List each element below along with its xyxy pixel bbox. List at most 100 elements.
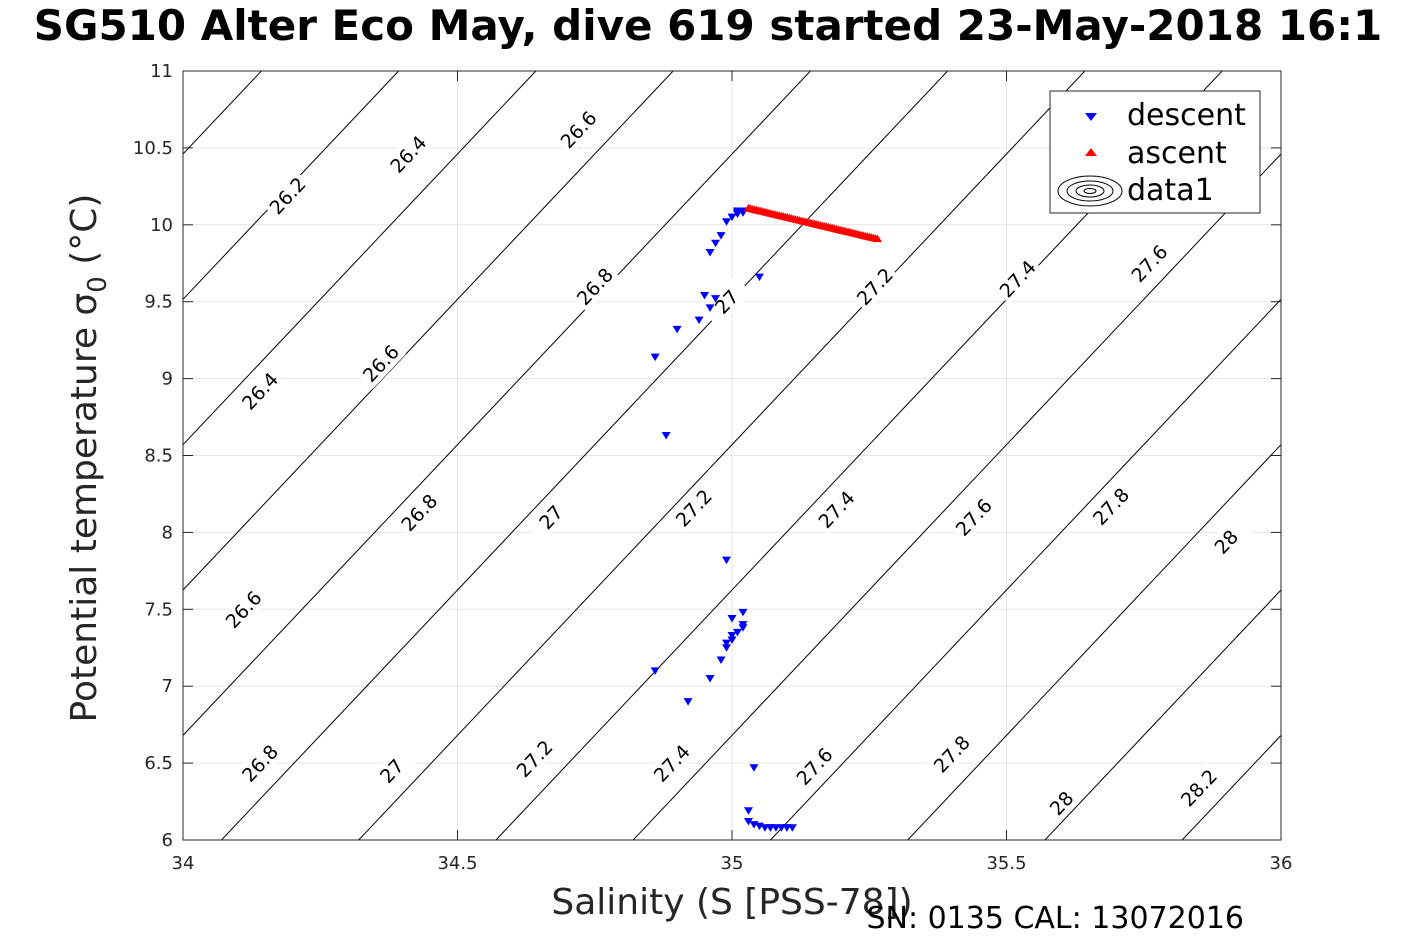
y-tick-label: 6	[162, 830, 173, 851]
contour-label-bg	[849, 260, 900, 313]
contour-label-bg	[1173, 762, 1224, 814]
contour-label-bg	[382, 128, 434, 180]
contour-label-bg	[366, 745, 417, 797]
legend-data1-label: data1	[1127, 173, 1214, 208]
descent-point	[683, 698, 693, 706]
descent-point	[722, 644, 732, 652]
chart-title: SG510 Alter Eco May, dive 619 started 23…	[34, 1, 1383, 50]
y-tick-label: 7.5	[144, 599, 173, 620]
y-tick-label: 8.5	[144, 446, 173, 467]
x-tick-label: 35.5	[986, 853, 1026, 874]
contour-label-bg	[926, 728, 977, 780]
descent-point	[743, 807, 753, 815]
descent-point	[661, 432, 671, 440]
descent-point	[727, 615, 737, 623]
descent-point	[650, 667, 660, 675]
legend-ascent-label: ascent	[1127, 136, 1227, 171]
y-tick-label: 10.5	[133, 138, 173, 159]
data-points	[650, 203, 882, 832]
contour-label-bg	[1124, 237, 1175, 289]
descent-point	[694, 316, 704, 325]
descent-point	[787, 824, 797, 832]
contour-label-bg	[569, 260, 620, 313]
ascent-point	[872, 234, 882, 243]
descent-point	[727, 631, 737, 640]
x-tick-label: 34.5	[437, 853, 477, 874]
x-tick-label: 35	[721, 853, 744, 874]
y-tick-label: 8	[162, 522, 173, 543]
contour-label-bg	[992, 252, 1043, 305]
contour-label-bg	[509, 732, 560, 785]
y-axis-ticks: 6 6.5 7 7.5 8 8.5 9 9.5 10 10.5 11	[133, 61, 1281, 851]
contour-label-bg	[393, 486, 445, 539]
contour-label-bg	[789, 740, 840, 792]
contour-line-27.8	[906, 443, 1281, 840]
contour-line-26.6	[183, 71, 812, 737]
descent-point	[738, 608, 748, 617]
legend: descent ascent data1	[1049, 90, 1261, 214]
x-tick-label: 36	[1270, 853, 1293, 874]
contour-label-bg	[355, 337, 406, 389]
contour-line-26.4	[183, 71, 674, 591]
contour-label-bg	[218, 583, 269, 635]
contour-label-bg	[811, 483, 862, 536]
descent-point	[700, 292, 710, 300]
contour-line-28.2	[1181, 734, 1281, 840]
descent-point	[716, 232, 726, 240]
descent-point	[650, 353, 660, 362]
contour-label-bg	[553, 103, 604, 156]
descent-point	[738, 621, 748, 629]
contour-line-27.4	[632, 153, 1281, 840]
descent-point	[705, 304, 715, 312]
x-axis-label: Salinity (S [PSS-78])	[551, 882, 912, 923]
descent-point	[743, 818, 753, 826]
descent-point	[711, 295, 721, 303]
contour-label-bg	[701, 276, 752, 328]
y-tick-label: 6.5	[144, 753, 173, 774]
contour-label-bg	[1085, 480, 1137, 532]
descent-point	[705, 248, 715, 257]
y-axis-label-main: Potential temperature σ	[64, 293, 105, 723]
contour-label-bg	[1036, 777, 1087, 829]
y-axis-label-subscript: 0	[83, 276, 113, 293]
contour-label-bg	[234, 365, 286, 417]
descent-point	[711, 239, 721, 248]
y-axis-label: Potential temperature σ0 (°C)	[64, 194, 113, 723]
contour-label-bg	[234, 737, 286, 789]
contour-line-26	[183, 71, 400, 301]
y-tick-label: 11	[150, 61, 173, 82]
descent-point	[705, 675, 715, 683]
descent-point	[722, 556, 732, 565]
legend-data1-contour-icon	[1057, 175, 1123, 207]
descent-point	[722, 218, 732, 226]
contour-line-27	[357, 71, 1086, 840]
descent-point	[754, 273, 764, 282]
contour-label-bg	[1200, 515, 1252, 568]
descent-point	[716, 656, 726, 665]
x-axis-ticks: 34 34.5 35 35.5 36	[172, 71, 1293, 874]
y-tick-label: 10	[150, 215, 173, 236]
y-tick-label: 9	[162, 369, 173, 390]
descent-point	[749, 764, 759, 772]
legend-ascent-marker	[1085, 148, 1097, 156]
contour-label-bg	[525, 491, 577, 543]
x-tick-label: 34	[172, 853, 195, 874]
contour-label-bg	[262, 169, 313, 222]
contour-label-bg	[948, 491, 999, 543]
contour-line-26.2	[183, 71, 537, 446]
contour-line-27.6	[769, 298, 1281, 840]
contour-label-bg	[646, 737, 697, 789]
contour-line-28	[1044, 589, 1281, 840]
descent-point	[727, 213, 737, 222]
descent-point	[722, 639, 732, 648]
contour-line-26.8	[220, 71, 949, 840]
descent-point	[732, 628, 742, 637]
footer-calibration-text: SN: 0135 CAL: 13072016	[866, 901, 1244, 936]
contour-label-bg	[668, 482, 719, 534]
descent-point	[672, 325, 682, 334]
y-tick-label: 9.5	[144, 292, 173, 313]
y-tick-label: 7	[162, 676, 173, 697]
legend-descent-label: descent	[1127, 98, 1246, 133]
descent-point	[727, 636, 737, 645]
